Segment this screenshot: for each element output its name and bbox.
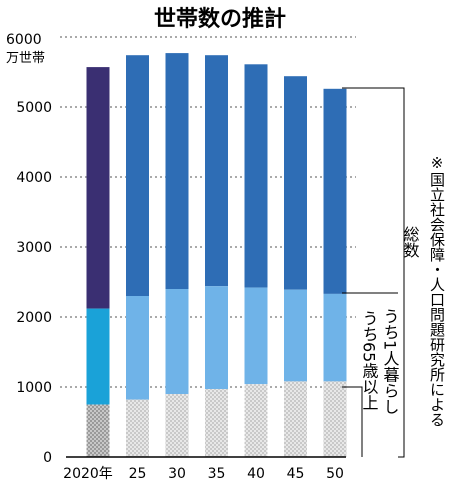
bar-single: [323, 293, 347, 382]
x-tick-label: 35: [208, 466, 226, 482]
x-axis-ticks: 2020年 25 30 35 40 45 50: [63, 466, 344, 482]
y-tick-label: 1000: [16, 380, 52, 396]
bar-elderly: [323, 381, 347, 457]
source-note: ※国立社会保障・人口問題研究所による: [428, 154, 446, 427]
y-tick-label: 2000: [16, 310, 52, 326]
y-axis-unit: 万世帯: [6, 51, 45, 66]
y-tick-label: 5000: [16, 100, 52, 116]
x-tick-label: 30: [168, 466, 186, 482]
bar-elderly: [126, 399, 149, 457]
chart-title: 世帯数の推計: [154, 6, 286, 32]
bar-total: [323, 88, 347, 294]
bar-total: [86, 67, 110, 309]
bar-total: [244, 64, 268, 288]
single-label: うち1人暮らし: [381, 308, 400, 414]
y-axis-top-tick: 6000: [6, 32, 42, 48]
bar-single: [126, 296, 149, 400]
x-tick-label: 25: [129, 466, 147, 482]
bar-elderly: [205, 389, 228, 457]
bar-elderly: [284, 381, 307, 457]
x-tick-label: 2020年: [63, 466, 113, 482]
y-tick-label: 4000: [16, 170, 52, 186]
bar-single: [205, 286, 228, 390]
bar-single: [284, 289, 307, 382]
y-axis-ticks: 0 1000 2000 3000 4000 5000: [16, 100, 52, 466]
bar-elderly: [165, 394, 189, 457]
x-tick-label: 50: [326, 466, 344, 482]
bar-elderly: [244, 384, 268, 457]
bar-total: [126, 55, 149, 297]
bar-single: [244, 287, 268, 385]
elderly-label: うち65歳以上: [360, 310, 379, 410]
bar-total: [165, 53, 189, 289]
bar-elderly: [86, 404, 110, 457]
bar-total: [284, 76, 307, 290]
total-bracket: [342, 87, 405, 458]
bar-single: [165, 289, 189, 394]
y-tick-label: 0: [43, 450, 52, 466]
x-tick-label: 45: [287, 466, 305, 482]
bar-single: [86, 308, 110, 405]
x-tick-label: 40: [247, 466, 265, 482]
y-tick-label: 3000: [16, 240, 52, 256]
total-label: 総数: [401, 226, 420, 258]
bar-total: [205, 55, 228, 287]
bars: [86, 53, 347, 457]
elderly-bracket: [342, 386, 363, 457]
